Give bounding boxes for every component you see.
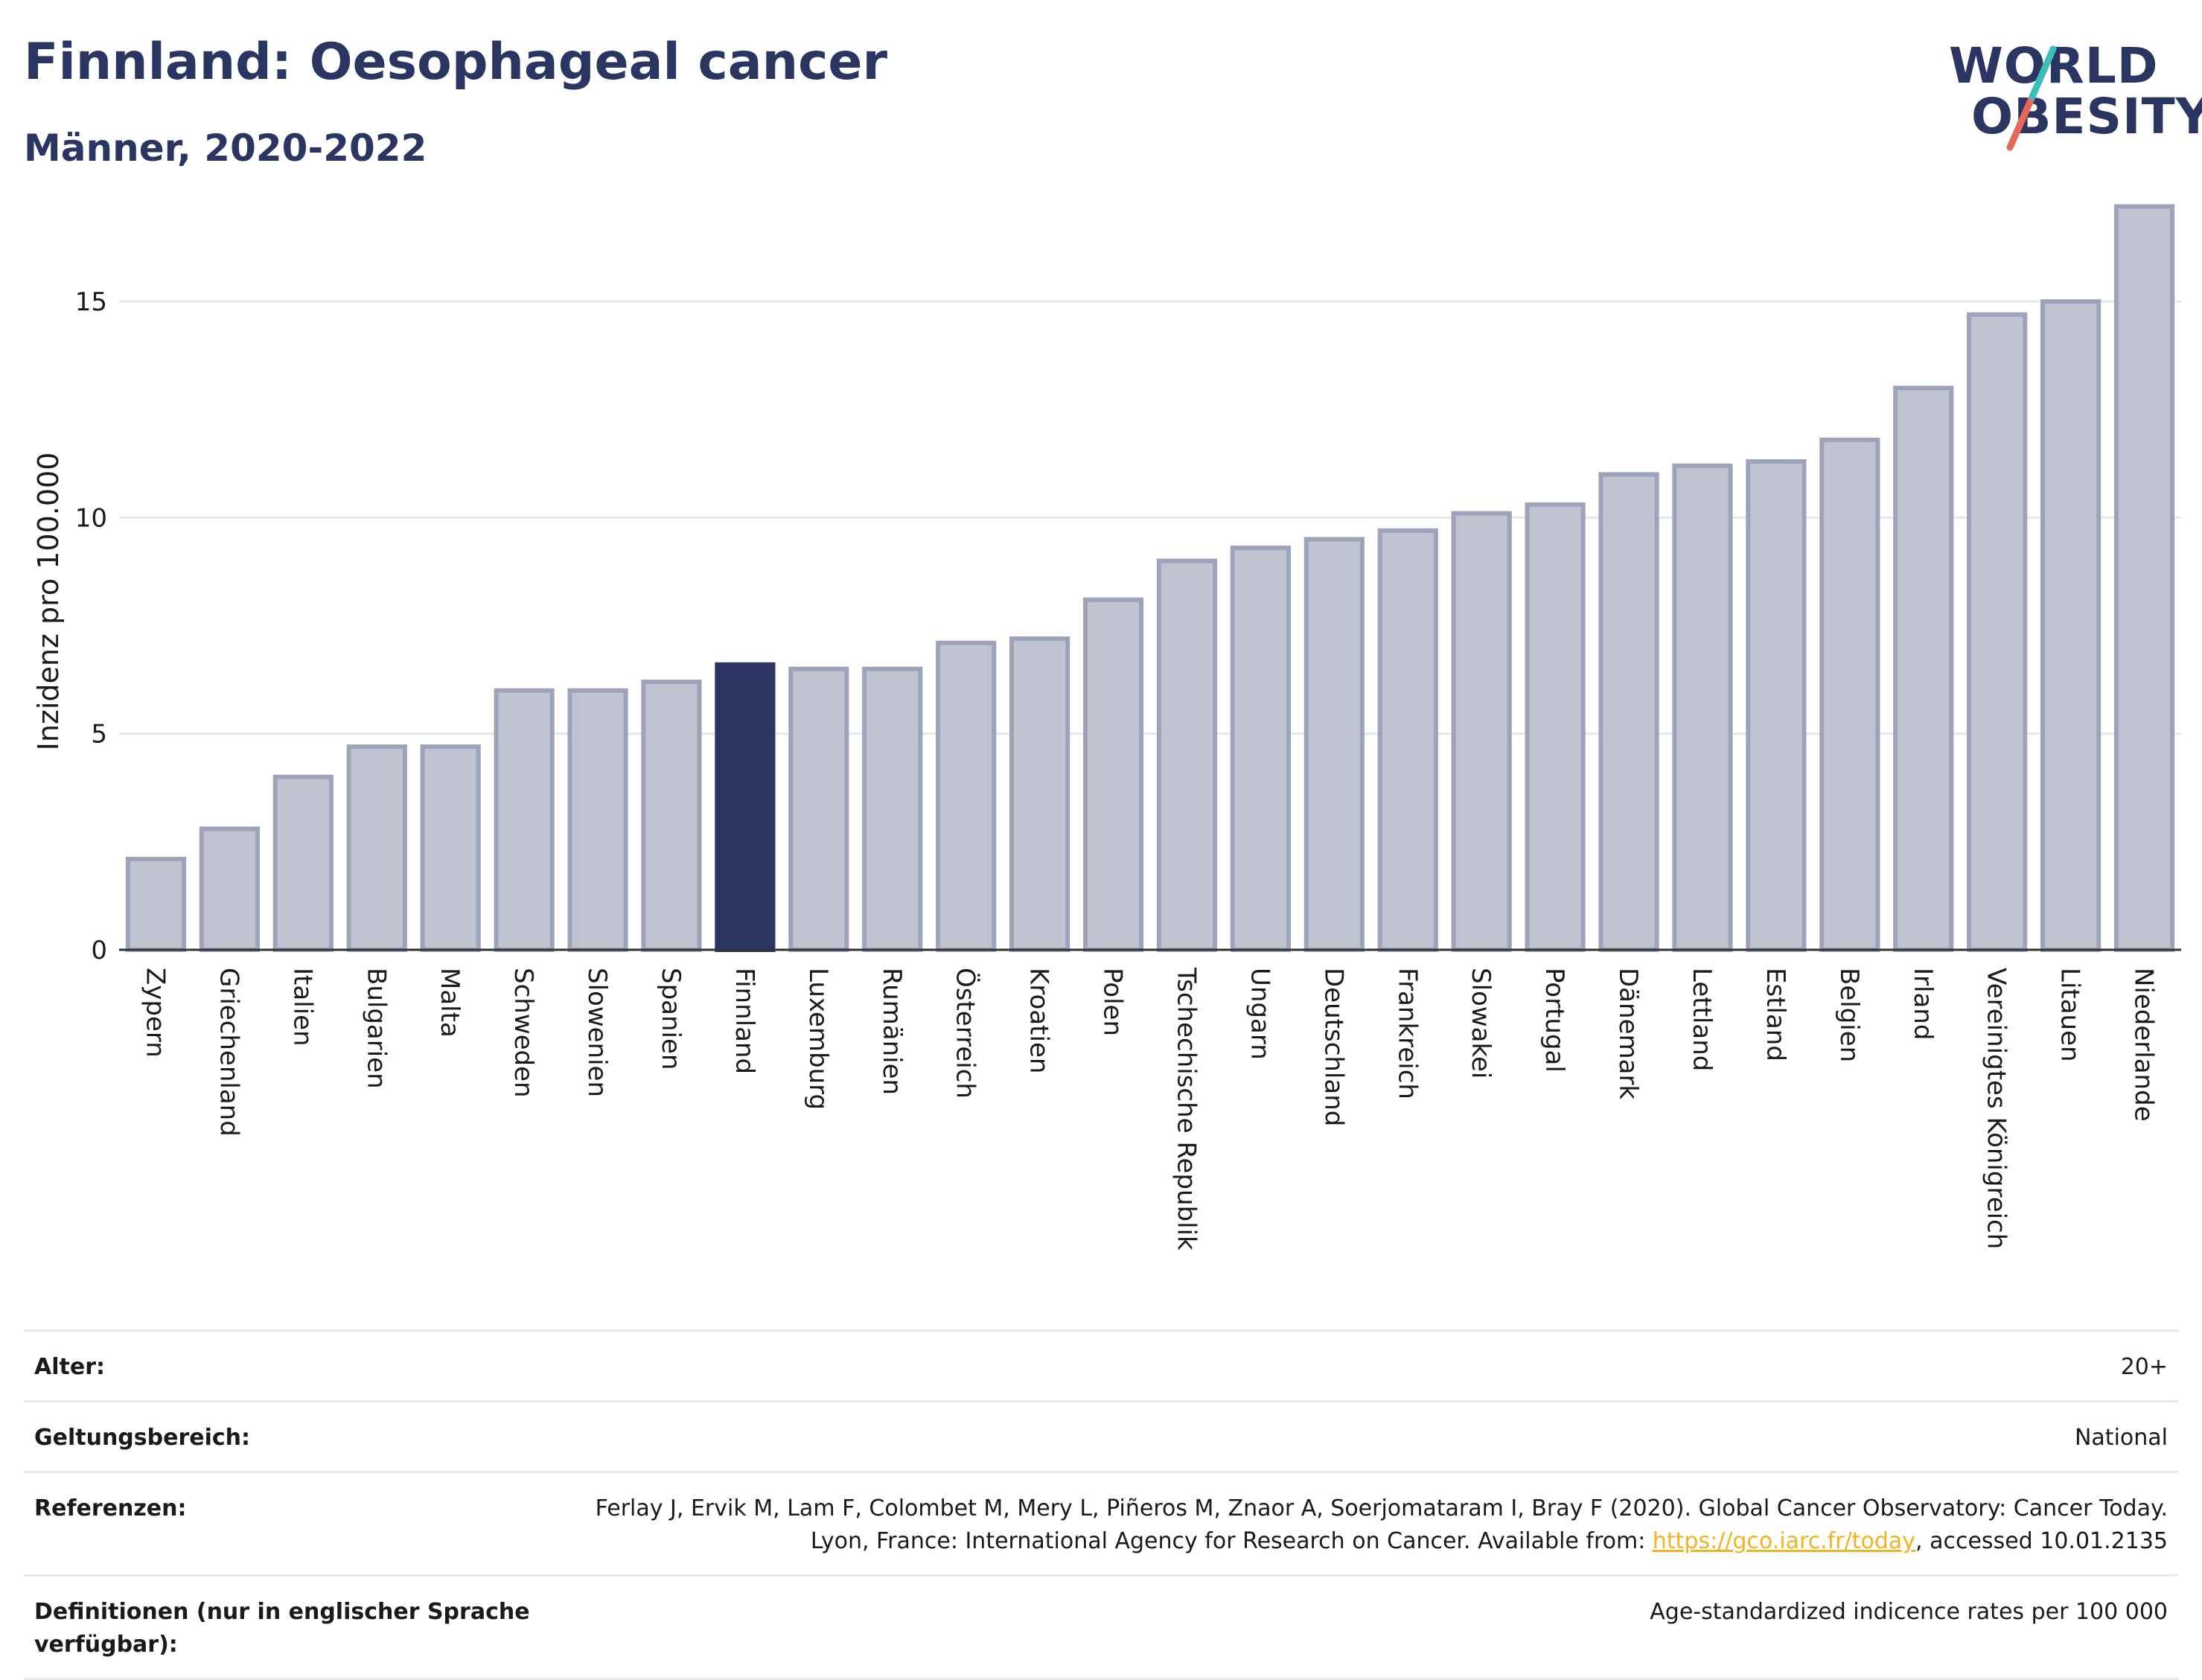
x-tick-label: Belgien bbox=[1834, 968, 1864, 1062]
bar bbox=[494, 688, 555, 953]
x-tick-label: Zypern bbox=[140, 968, 170, 1058]
x-tick-label: Frankreich bbox=[1392, 968, 1422, 1099]
bar bbox=[1967, 312, 2028, 952]
bar bbox=[715, 662, 776, 953]
x-tick-label: Irland bbox=[1908, 968, 1938, 1040]
info-row-references: Referenzen: Ferlay J, Ervik M, Lam F, Co… bbox=[24, 1471, 2178, 1574]
age-value: 20+ bbox=[2120, 1354, 2168, 1380]
bar bbox=[199, 826, 260, 952]
x-tick-label: Malta bbox=[435, 968, 465, 1038]
x-tick-label: Lettland bbox=[1687, 968, 1717, 1071]
definitions-label: Definitionen (nur in englischer Sprache … bbox=[34, 1599, 530, 1658]
logo-line-2: OBESITY bbox=[1971, 88, 2202, 145]
bar bbox=[2113, 204, 2175, 953]
bar bbox=[1819, 437, 1880, 952]
x-tick-label: Schweden bbox=[508, 968, 538, 1098]
references-value: Ferlay J, Ervik M, Lam F, Colombet M, Me… bbox=[555, 1492, 2168, 1558]
x-tick-label: Estland bbox=[1761, 968, 1790, 1061]
x-tick-label: Kroatien bbox=[1024, 968, 1054, 1073]
bar bbox=[125, 857, 187, 953]
x-tick-label: Litauen bbox=[2055, 968, 2085, 1062]
x-tick-label: Österreich bbox=[951, 968, 981, 1099]
x-tick-label: Italien bbox=[287, 968, 317, 1047]
x-tick-label: Deutschland bbox=[1318, 968, 1348, 1126]
references-accessed: , accessed 10.01.2135 bbox=[1915, 1528, 2168, 1554]
y-tick-label: 0 bbox=[91, 936, 107, 965]
logo-slash-icon bbox=[2006, 45, 2057, 151]
bar bbox=[1746, 459, 1807, 952]
bar bbox=[1598, 472, 1659, 953]
x-tick-label: Vereinigtes Königreich bbox=[1982, 968, 2011, 1249]
bar bbox=[1230, 546, 1291, 953]
x-tick-label: Spanien bbox=[656, 968, 686, 1070]
x-tick-label: Slowakei bbox=[1466, 968, 1496, 1079]
bar bbox=[420, 744, 481, 952]
bar bbox=[1525, 502, 1586, 952]
info-row-definitions: Definitionen (nur in englischer Sprache … bbox=[24, 1574, 2178, 1680]
bar bbox=[346, 744, 407, 952]
x-tick-label: Ungarn bbox=[1245, 968, 1274, 1060]
bar bbox=[788, 666, 849, 953]
y-tick-label: 5 bbox=[91, 720, 107, 750]
x-tick-label: Rumänien bbox=[877, 968, 907, 1095]
x-tick-label: Slowenien bbox=[582, 968, 612, 1097]
references-label: Referenzen: bbox=[34, 1495, 187, 1521]
y-tick-label: 15 bbox=[75, 287, 107, 317]
chart-title: Finnland: Oesophageal cancer bbox=[24, 33, 888, 92]
bar bbox=[1009, 636, 1070, 952]
x-tick-label: Niederlande bbox=[2129, 968, 2159, 1122]
info-table: Alter: 20+ Geltungsbereich: National Ref… bbox=[24, 1329, 2178, 1680]
x-tick-label: Luxemburg bbox=[803, 968, 833, 1110]
bar bbox=[641, 680, 702, 952]
x-tick-label: Polen bbox=[1098, 968, 1128, 1036]
bar bbox=[1672, 463, 1733, 952]
chart-subtitle: Männer, 2020-2022 bbox=[24, 127, 427, 170]
bar bbox=[1082, 597, 1144, 952]
age-label: Alter: bbox=[34, 1354, 105, 1380]
world-obesity-logo: WORLD OBESITY bbox=[1935, 22, 2202, 156]
info-row-age: Alter: 20+ bbox=[24, 1329, 2178, 1400]
bar-chart: 0 5 10 15 Inzidenz pro 100.000 Zypern Griechen… bbox=[32, 204, 2181, 1251]
x-tick-label: Griechenland bbox=[214, 968, 243, 1137]
bar bbox=[2040, 299, 2102, 952]
x-tick-label: Bulgarien bbox=[361, 968, 391, 1089]
x-tick-label: Tschechische Republik bbox=[1171, 967, 1201, 1251]
info-row-scope: Geltungsbereich: National bbox=[24, 1400, 2178, 1471]
scope-label: Geltungsbereich: bbox=[34, 1425, 251, 1451]
scope-value: National bbox=[2074, 1425, 2168, 1451]
bar bbox=[1156, 558, 1218, 952]
x-tick-label: Portugal bbox=[1539, 968, 1569, 1073]
y-tick-label: 10 bbox=[75, 503, 107, 533]
x-tick-label: Dänemark bbox=[1613, 968, 1643, 1099]
bar bbox=[936, 640, 997, 953]
bar bbox=[567, 688, 628, 953]
bar bbox=[1303, 537, 1365, 952]
bar bbox=[1377, 528, 1438, 952]
bar bbox=[862, 666, 923, 953]
references-text: Ferlay J, Ervik M, Lam F, Colombet M, Me… bbox=[595, 1495, 2168, 1554]
definitions-value: Age-standardized indicence rates per 100… bbox=[1650, 1599, 2168, 1625]
references-link[interactable]: https://gco.iarc.fr/today bbox=[1652, 1528, 1916, 1554]
y-axis-label: Inzidenz pro 100.000 bbox=[32, 453, 65, 751]
bar bbox=[1451, 511, 1512, 952]
bar bbox=[272, 774, 334, 952]
x-tick-label: Finnland bbox=[730, 968, 759, 1074]
bar bbox=[1893, 386, 1954, 952]
